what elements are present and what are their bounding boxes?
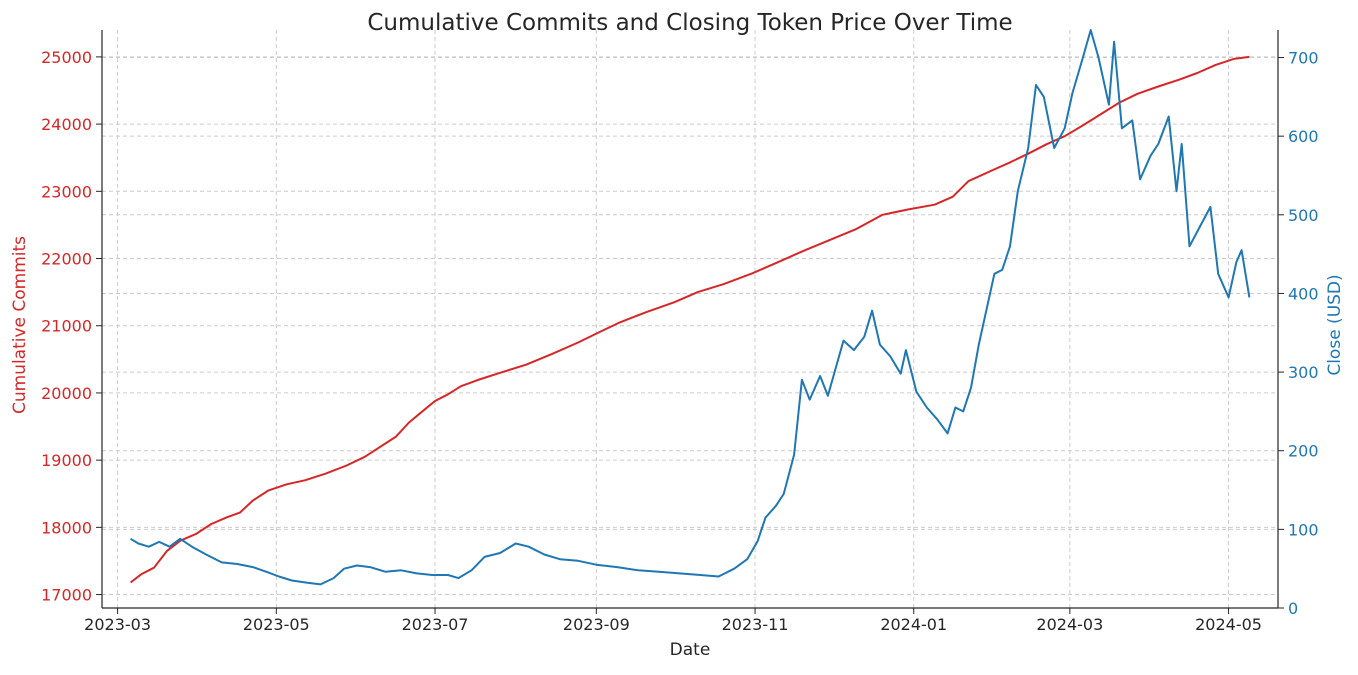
right-tick-label: 0 xyxy=(1288,599,1298,618)
right-tick-label: 200 xyxy=(1288,442,1319,461)
axes: 2023-03 2023-05 2023-07 2023-09 2023-11 2024-… xyxy=(41,30,1319,634)
grid-lines xyxy=(102,30,1278,609)
left-tick-label: 22000 xyxy=(41,250,92,269)
left-tick-label: 20000 xyxy=(41,384,92,403)
x-tick-label: 2023-05 xyxy=(243,615,310,634)
right-axis-title: Close (USD) xyxy=(1325,274,1345,375)
x-tick-label: 2023-09 xyxy=(563,615,630,634)
x-tick-label: 2024-01 xyxy=(880,615,947,634)
right-tick-label: 700 xyxy=(1288,49,1319,68)
x-tick-label: 2024-05 xyxy=(1195,615,1262,634)
right-tick-label: 100 xyxy=(1288,520,1319,539)
x-tick-label: 2024-03 xyxy=(1036,615,1103,634)
right-tick-label: 600 xyxy=(1288,127,1319,146)
plot-area xyxy=(129,29,1251,586)
x-tick-label: 2023-03 xyxy=(84,615,151,634)
right-tick-label: 300 xyxy=(1288,363,1319,382)
left-tick-label: 24000 xyxy=(41,115,92,134)
chart-title: Cumulative Commits and Closing Token Pri… xyxy=(367,10,1012,36)
x-tick-label: 2023-11 xyxy=(722,615,789,634)
left-tick-label: 17000 xyxy=(41,586,92,605)
commits-line xyxy=(129,55,1250,584)
close-price-line xyxy=(130,29,1251,586)
left-tick-label: 19000 xyxy=(41,451,92,470)
left-tick-label: 21000 xyxy=(41,317,92,336)
right-tick-label: 400 xyxy=(1288,284,1319,303)
left-tick-label: 25000 xyxy=(41,48,92,67)
left-axis-title: Cumulative Commits xyxy=(10,236,30,414)
right-tick-label: 500 xyxy=(1288,206,1319,225)
left-tick-label: 23000 xyxy=(41,182,92,201)
x-tick-label: 2023-07 xyxy=(402,615,469,634)
x-axis-title: Date xyxy=(670,640,711,660)
left-tick-label: 18000 xyxy=(41,518,92,537)
